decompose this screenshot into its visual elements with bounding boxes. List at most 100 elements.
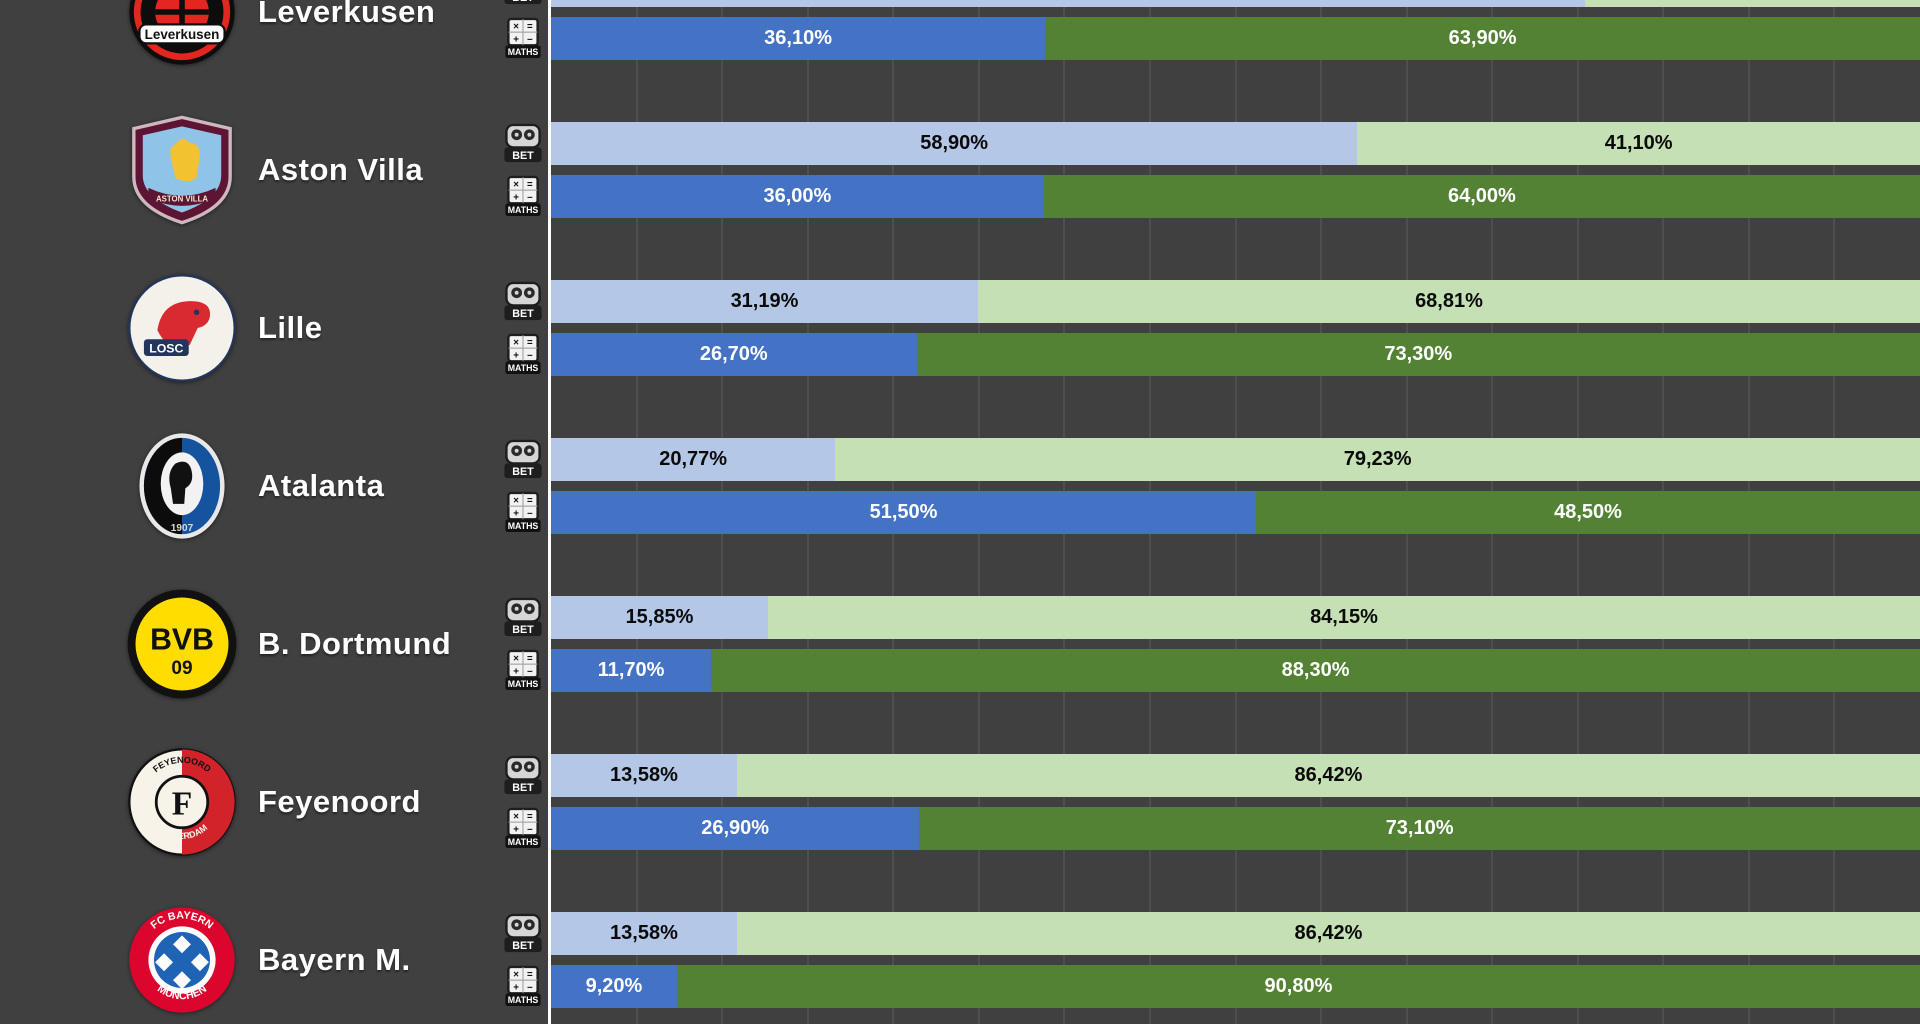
percentage-label: 68,81%	[1415, 290, 1483, 312]
team-logo-lille: LOSC	[126, 272, 238, 384]
svg-text:+: +	[513, 34, 519, 45]
percentage-label: 86,42%	[1294, 922, 1363, 944]
svg-text:×: ×	[513, 180, 519, 191]
bet-icon: BET	[500, 754, 546, 797]
maths-probability-bar: 9,20% 90,80%	[551, 965, 1920, 1008]
svg-text:−: −	[527, 982, 533, 993]
team-logo-feyenoord: F FEYENOORD ROTTERDAM	[126, 746, 238, 858]
percentage-label: 73,30%	[1384, 343, 1453, 365]
percentage-label: 26,90%	[701, 817, 770, 839]
bet-icon: BET	[500, 438, 546, 481]
svg-text:MATHS: MATHS	[508, 679, 539, 689]
svg-text:−: −	[527, 34, 533, 45]
svg-text:LOSC: LOSC	[149, 342, 183, 356]
percentage-label: 11,70%	[597, 659, 665, 681]
svg-text:BET: BET	[512, 940, 534, 952]
maths-probability-bar: 11,70% 88,30%	[551, 649, 1920, 692]
bet-icon: BET	[500, 596, 546, 639]
svg-text:+: +	[513, 508, 519, 519]
svg-text:=: =	[527, 22, 533, 33]
bet-right-segment: 84,15%	[767, 596, 1920, 639]
bet-probability-bar: 15,85% 84,15%	[551, 596, 1920, 639]
svg-text:MATHS: MATHS	[508, 837, 539, 847]
svg-text:=: =	[527, 180, 533, 191]
maths-right-segment: 88,30%	[711, 649, 1920, 692]
bet-icon: BET	[500, 280, 546, 323]
bet-left-segment: 31,19%	[551, 280, 978, 323]
percentage-label: 51,50%	[869, 501, 938, 523]
percentage-label: 88,30%	[1281, 659, 1350, 681]
svg-text:BET: BET	[512, 466, 534, 478]
maths-probability-bar: 26,90% 73,10%	[551, 807, 1920, 850]
maths-right-segment: 73,30%	[916, 333, 1920, 376]
bet-left-segment: 20,77%	[551, 438, 836, 481]
team-name: Feyenoord	[258, 784, 421, 819]
svg-text:MATHS: MATHS	[508, 521, 539, 531]
team-name: Lille	[258, 310, 323, 345]
team-logo-atalanta: 1907	[126, 430, 238, 542]
svg-text:+: +	[513, 666, 519, 677]
bet-left-segment: 13,58%	[551, 754, 737, 797]
svg-text:BET: BET	[512, 150, 534, 162]
bet-icon: BET	[500, 912, 546, 955]
bet-right-segment: 41,10%	[1357, 122, 1920, 165]
svg-text:F: F	[172, 785, 193, 822]
maths-right-segment: 48,50%	[1256, 491, 1920, 534]
svg-text:+: +	[513, 350, 519, 361]
bet-probability-bar: 58,90% 41,10%	[551, 122, 1920, 165]
team-name: Aston Villa	[258, 152, 424, 187]
bet-right-segment: 79,23%	[835, 438, 1920, 481]
svg-text:×: ×	[513, 812, 519, 823]
svg-text:−: −	[527, 666, 533, 677]
maths-left-segment: 11,70%	[551, 649, 712, 692]
bet-left-segment	[551, 0, 1585, 7]
svg-text:MÜNCHEN: MÜNCHEN	[155, 983, 209, 1002]
svg-text:BVB: BVB	[150, 624, 214, 657]
team-name: B. Dortmund	[258, 626, 452, 661]
percentage-label: 79,23%	[1343, 448, 1412, 470]
svg-text:=: =	[527, 970, 533, 981]
team-logo-dortmund: BVB 09	[126, 588, 238, 700]
svg-text:×: ×	[513, 496, 519, 507]
bet-right-segment: 68,81%	[977, 280, 1920, 323]
percentage-label: 90,80%	[1264, 975, 1333, 997]
bet-right-segment: 86,42%	[736, 754, 1920, 797]
bet-probability-bar: 13,58% 86,42%	[551, 912, 1920, 955]
team-row-feyenoord: F FEYENOORD ROTTERDAM Feyenoord BET 13,5…	[0, 748, 1920, 856]
team-row-lille: LOSC Lille BET 31,19% 68,81% × = + − MATH…	[0, 274, 1920, 382]
team-row-bayern: FC BAYERN MÜNCHEN Bayern M. BET 13,58% 86…	[0, 907, 1920, 1013]
percentage-label: 86,42%	[1294, 764, 1363, 786]
svg-text:ASTON VILLA: ASTON VILLA	[156, 194, 208, 203]
y-axis-line	[548, 0, 551, 1024]
svg-text:×: ×	[513, 338, 519, 349]
maths-icon: × = + − MATHS	[500, 333, 546, 376]
maths-left-segment: 9,20%	[551, 965, 677, 1008]
bet-probability-bar	[551, 0, 1920, 7]
svg-text:×: ×	[513, 970, 519, 981]
svg-text:−: −	[527, 192, 533, 203]
maths-icon: × = + − MATHS	[500, 807, 546, 850]
percentage-label: 36,10%	[764, 27, 833, 49]
bet-right-segment: 86,42%	[736, 912, 1920, 955]
bet-icon: BET	[500, 122, 546, 165]
percentage-label: 48,50%	[1554, 501, 1622, 523]
svg-text:×: ×	[513, 654, 519, 665]
svg-text:BET: BET	[512, 308, 534, 320]
svg-text:=: =	[527, 496, 533, 507]
maths-left-segment: 26,70%	[551, 333, 917, 376]
team-row-dortmund: BVB 09 B. Dortmund BET 15,85% 84,15% × = …	[0, 589, 1920, 699]
bet-probability-bar: 20,77% 79,23%	[551, 438, 1920, 481]
team-logo-astonvilla: ASTON VILLA	[126, 114, 238, 226]
team-name: Atalanta	[258, 468, 385, 503]
percentage-label: 13,58%	[610, 764, 678, 786]
svg-text:Leverkusen: Leverkusen	[145, 27, 220, 42]
maths-left-segment: 51,50%	[551, 491, 1257, 534]
maths-icon: × = + − MATHS	[500, 17, 546, 60]
maths-left-segment: 36,00%	[551, 175, 1044, 218]
maths-icon: × = + − MATHS	[500, 175, 546, 218]
team-row-atalanta: 1907 Atalanta BET 20,77% 79,23% × = + − M…	[0, 433, 1920, 539]
team-name: Leverkusen	[258, 0, 436, 29]
percentage-label: 64,00%	[1447, 185, 1516, 207]
percentage-label: 58,90%	[920, 132, 989, 154]
bet-left-segment: 13,58%	[551, 912, 737, 955]
